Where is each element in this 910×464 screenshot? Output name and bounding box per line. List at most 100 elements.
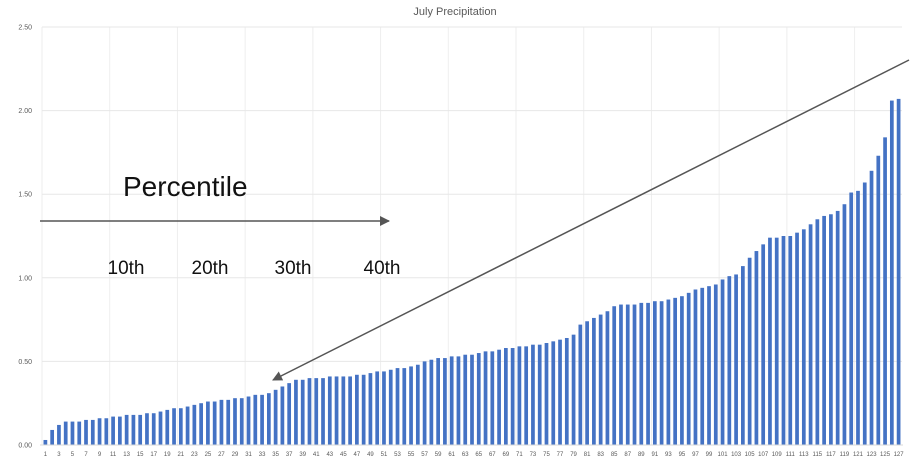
bar (883, 137, 887, 445)
y-tick-label: 1.50 (18, 192, 32, 199)
x-tick-label: 13 (123, 452, 130, 458)
bar (842, 204, 847, 445)
bar (781, 236, 786, 445)
x-tick-label: 31 (245, 452, 252, 458)
bar (768, 237, 772, 445)
bar (361, 374, 366, 445)
bar (700, 287, 705, 445)
bar (199, 403, 203, 445)
bar (517, 346, 522, 445)
bar (131, 414, 136, 445)
x-tick-label: 73 (530, 452, 537, 458)
bar (470, 354, 474, 445)
bar (172, 408, 176, 445)
bar (727, 276, 732, 445)
bar (605, 311, 610, 445)
percentile-tick-40th: 40th (364, 258, 401, 279)
x-tick-label: 59 (435, 452, 442, 458)
bar (138, 414, 143, 445)
bar (327, 376, 332, 445)
x-tick-label: 45 (340, 452, 347, 458)
bar (889, 100, 894, 445)
x-tick-label: 89 (638, 452, 645, 458)
x-tick-label: 43 (326, 452, 333, 458)
bar (226, 399, 231, 445)
bar (571, 334, 576, 445)
bar (456, 356, 461, 445)
bar (659, 301, 664, 445)
x-tick-label: 27 (218, 452, 225, 458)
bar (713, 284, 718, 445)
bar (625, 304, 630, 445)
bar (192, 404, 197, 445)
bar (754, 251, 759, 445)
percentile-tick-20th: 20th (192, 258, 229, 279)
bar (118, 416, 122, 445)
bar (90, 419, 95, 445)
bar (646, 302, 650, 445)
x-tick-label: 15 (137, 452, 144, 458)
bar (63, 421, 68, 445)
bar (829, 214, 833, 445)
bar (368, 373, 373, 445)
bar (856, 190, 860, 445)
x-tick-label: 75 (543, 452, 550, 458)
bar (43, 439, 48, 445)
bar (761, 244, 766, 445)
x-tick-label: 91 (651, 452, 658, 458)
x-tick-label: 49 (367, 452, 374, 458)
bar (598, 314, 603, 445)
x-tick-label: 123 (867, 452, 878, 458)
bar (673, 297, 678, 445)
bar (266, 393, 271, 445)
bar (57, 424, 61, 445)
bar (497, 349, 501, 445)
bar (104, 418, 109, 445)
bar (490, 351, 495, 445)
bar (429, 359, 434, 445)
x-tick-label: 85 (611, 452, 618, 458)
bar (145, 413, 149, 445)
bar (592, 317, 596, 445)
x-tick-label: 39 (299, 452, 306, 458)
bar (206, 401, 210, 445)
bar (84, 419, 88, 445)
bar (693, 289, 698, 445)
x-tick-label: 57 (421, 452, 428, 458)
bar (619, 304, 623, 445)
x-tick-label: 37 (286, 452, 293, 458)
x-tick-label: 71 (516, 452, 523, 458)
bar (524, 346, 529, 445)
x-tick-label: 17 (150, 452, 157, 458)
bar (747, 257, 752, 445)
bar (558, 339, 562, 445)
bar (151, 413, 156, 445)
bar (321, 378, 325, 445)
x-tick-label: 29 (232, 452, 239, 458)
bar (294, 379, 298, 445)
bar (355, 374, 359, 445)
bar (219, 399, 224, 445)
x-tick-label: 61 (448, 452, 455, 458)
x-tick-label: 7 (84, 452, 88, 458)
bar (849, 192, 854, 445)
bar (300, 379, 305, 445)
y-tick-label: 1.00 (18, 275, 32, 282)
x-tick-label: 81 (584, 452, 591, 458)
y-axis-ticks: 0.00 0.50 1.00 1.50 2.00 2.50 (18, 25, 32, 450)
bar (287, 383, 292, 445)
x-tick-label: 83 (597, 452, 604, 458)
x-tick-label: 9 (98, 452, 102, 458)
x-tick-label: 127 (894, 452, 905, 458)
bar (246, 396, 251, 445)
x-tick-label: 35 (272, 452, 279, 458)
bar (341, 376, 346, 445)
bar (734, 274, 738, 445)
x-tick-label: 69 (503, 452, 510, 458)
bar (652, 301, 657, 445)
bar (862, 182, 867, 445)
bar (185, 406, 190, 445)
bar (632, 304, 637, 445)
x-tick-label: 63 (462, 452, 469, 458)
x-tick-label: 95 (679, 452, 686, 458)
